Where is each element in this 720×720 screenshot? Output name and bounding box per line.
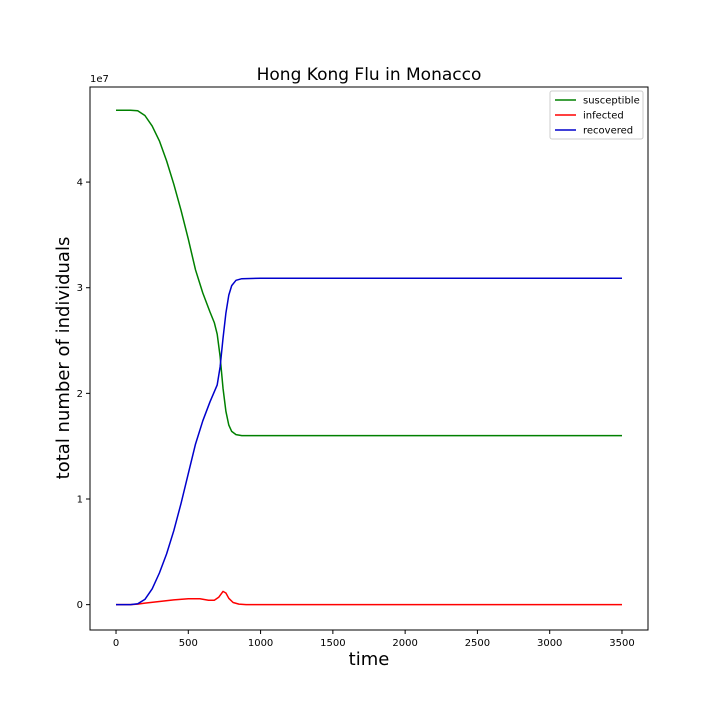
x-axis-label: time [349,649,390,670]
x-tick-label: 500 [179,638,198,649]
chart-title: Hong Kong Flu in Monacco [257,65,482,85]
y-axis-ticks: 0 1 2 3 4 [77,178,90,611]
x-tick-label: 1000 [248,638,273,649]
y-offset-label: 1e7 [90,74,109,85]
x-tick-label: 2000 [392,638,417,649]
x-tick-label: 2500 [465,638,490,649]
legend-label-susceptible: susceptible [583,96,640,107]
plot-frame [89,86,649,631]
legend: susceptible infected recovered [549,90,644,140]
x-tick-label: 1500 [320,638,345,649]
y-tick-label: 0 [77,600,83,611]
x-tick-label: 0 [113,638,119,649]
legend-entries: susceptible infected recovered [555,96,640,137]
y-tick-label: 3 [77,283,83,294]
y-axis-label: total number of individuals [53,237,74,480]
y-tick-label: 4 [77,178,83,189]
x-tick-label: 3500 [609,638,634,649]
series-line-infected [116,590,622,606]
y-tick-label: 1 [77,495,83,506]
y-tick-label: 2 [77,389,83,400]
series-line-susceptible [116,109,622,437]
legend-label-infected: infected [583,111,624,122]
x-tick-label: 3000 [537,638,562,649]
legend-label-recovered: recovered [583,126,633,137]
series-line-recovered [116,277,622,606]
legend-box [549,90,644,140]
series-lines [116,109,622,606]
x-axis-ticks: 0 500 1000 1500 2000 2500 3000 3500 [113,630,635,649]
